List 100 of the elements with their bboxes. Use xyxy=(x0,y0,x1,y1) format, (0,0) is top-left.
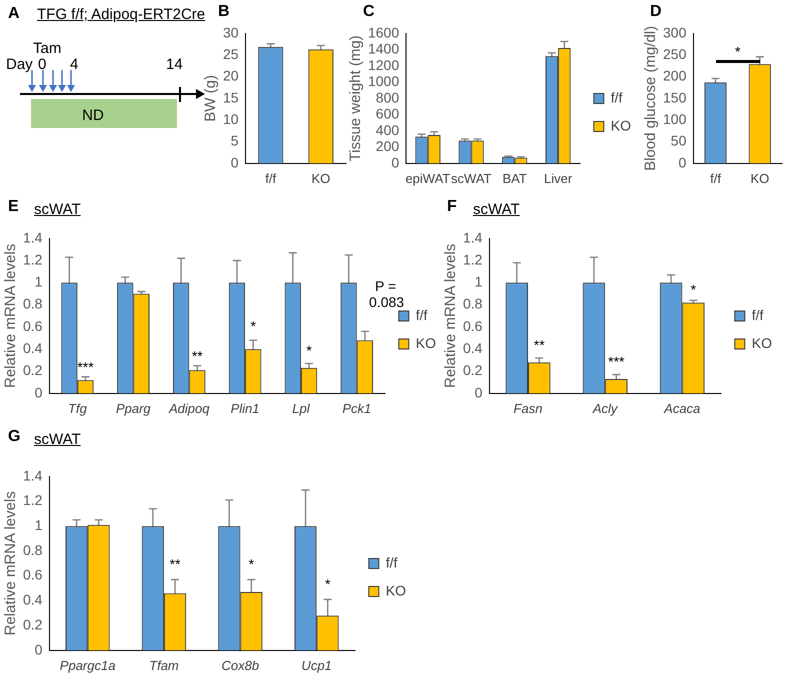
y-axis-title: Relative mRNA levels xyxy=(2,491,20,636)
x-tick-label: epiWAT xyxy=(405,170,450,186)
x-tick-label: Acly xyxy=(592,400,619,416)
x-tick-label: KO xyxy=(311,170,330,186)
y-tick-label: 150 xyxy=(663,89,687,106)
y-tick-label: 300 xyxy=(663,24,687,40)
y-tick-label: 1.4 xyxy=(22,467,43,484)
x-tick-label: f/f xyxy=(710,170,722,186)
y-tick-label: 0.2 xyxy=(462,362,483,378)
x-tick-label: Liver xyxy=(544,170,573,186)
x-tick-label: BAT xyxy=(502,170,527,186)
annotation: *** xyxy=(608,354,626,370)
y-tick-label: 0.6 xyxy=(462,318,483,334)
y-axis-title: BW (g) xyxy=(202,75,220,122)
y-axis-title: Relative mRNA levels xyxy=(2,244,20,388)
x-tick-label: f/f xyxy=(265,170,276,186)
y-tick-label: 0.4 xyxy=(22,340,43,356)
chart-title: scWAT xyxy=(34,431,81,448)
y-tick-label: 0 xyxy=(474,384,483,400)
text: G xyxy=(8,428,20,446)
annotation: *** xyxy=(77,359,94,376)
y-tick-label: 1.2 xyxy=(462,251,483,268)
y-tick-label: 0.6 xyxy=(22,566,43,583)
x-tick-label: Pparg xyxy=(116,400,152,416)
x-tick-label: Tfam xyxy=(149,658,179,673)
x-tick-label: Fasn xyxy=(514,400,542,416)
x-tick-label: Pck1 xyxy=(342,400,372,416)
annotation: * xyxy=(690,282,697,298)
text: 14 xyxy=(166,56,183,73)
y-tick-label: 20 xyxy=(222,68,239,84)
y-tick-label: 600 xyxy=(376,106,400,122)
annotation: ** xyxy=(170,556,182,572)
y-tick-label: 250 xyxy=(663,46,687,62)
legend-label: f/f xyxy=(416,306,428,323)
y-axis-title: Relative mRNA levels xyxy=(442,244,460,388)
y-tick-label: 1600 xyxy=(368,24,400,40)
y-tick-label: 1400 xyxy=(368,40,400,57)
legend-label: KO xyxy=(752,334,772,351)
y-tick-label: 0 xyxy=(34,641,43,658)
annotation: ** xyxy=(192,348,204,364)
y-tick-label: 1.2 xyxy=(22,251,43,268)
x-tick-label: Ucp1 xyxy=(301,658,332,673)
text: 4 xyxy=(70,56,78,73)
annotation: * xyxy=(306,342,312,359)
y-tick-label: 5 xyxy=(230,132,239,149)
text: ND xyxy=(82,107,104,124)
y-tick-label: 30 xyxy=(222,24,239,40)
legend-label: f/f xyxy=(752,306,764,323)
x-tick-label: Plin1 xyxy=(230,400,260,416)
y-axis-title: Blood glucose (mg/dl) xyxy=(642,26,660,171)
annotation: * xyxy=(734,43,741,60)
text: A xyxy=(8,5,20,23)
y-tick-label: 0 xyxy=(230,154,239,170)
annotation: * xyxy=(324,576,331,592)
y-tick-label: 1.2 xyxy=(22,492,43,508)
y-tick-label: 1 xyxy=(34,274,43,290)
y-tick-label: 15 xyxy=(222,89,239,106)
x-tick-label: KO xyxy=(750,170,770,186)
text: TFG f/f; Adipoq-ERT2Cre xyxy=(37,6,206,23)
y-tick-label: 0.8 xyxy=(22,542,43,558)
legend-label: f/f xyxy=(386,554,398,570)
x-tick-label: Cox8b xyxy=(221,658,260,673)
y-tick-label: 0 xyxy=(34,384,43,400)
x-tick-label: Acaca xyxy=(663,400,700,416)
text: F xyxy=(447,198,457,216)
x-tick-label: Ppargc1a xyxy=(60,658,116,673)
y-tick-label: 0.8 xyxy=(22,296,43,312)
text: B xyxy=(218,3,230,21)
y-tick-label: 0 xyxy=(678,154,687,170)
annotation: * xyxy=(248,556,255,572)
x-tick-label: Tfg xyxy=(68,400,88,416)
text: Tam xyxy=(33,40,62,57)
y-tick-label: 100 xyxy=(663,110,687,127)
y-tick-label: 0.4 xyxy=(462,340,483,356)
chart-title: scWAT xyxy=(34,201,81,218)
text: Day xyxy=(6,56,33,73)
annotation: ** xyxy=(534,336,546,353)
y-tick-label: 1 xyxy=(474,274,483,290)
y-tick-label: 0.4 xyxy=(22,592,43,608)
y-tick-label: 800 xyxy=(376,89,400,106)
annotation: P = 0.083 xyxy=(369,278,404,310)
legend-label: f/f xyxy=(610,89,623,106)
y-tick-label: 10 xyxy=(222,110,239,127)
y-tick-label: 50 xyxy=(670,132,687,149)
x-tick-label: Lpl xyxy=(292,400,311,416)
y-tick-label: 0 xyxy=(391,154,400,170)
y-tick-label: 0.6 xyxy=(22,318,43,334)
y-tick-label: 400 xyxy=(376,122,400,138)
text: E xyxy=(8,198,19,216)
y-tick-label: 25 xyxy=(222,46,239,62)
legend-label: KO xyxy=(386,582,406,598)
y-tick-label: 1000 xyxy=(368,73,400,90)
y-tick-label: 1 xyxy=(34,516,43,533)
y-tick-label: 0.8 xyxy=(462,296,483,312)
y-tick-label: 1200 xyxy=(368,56,400,73)
y-tick-label: 200 xyxy=(376,138,400,154)
y-tick-label: 0.2 xyxy=(22,362,43,378)
x-tick-label: Adipoq xyxy=(168,400,210,416)
annotation: * xyxy=(250,318,256,334)
text: C xyxy=(363,3,375,21)
